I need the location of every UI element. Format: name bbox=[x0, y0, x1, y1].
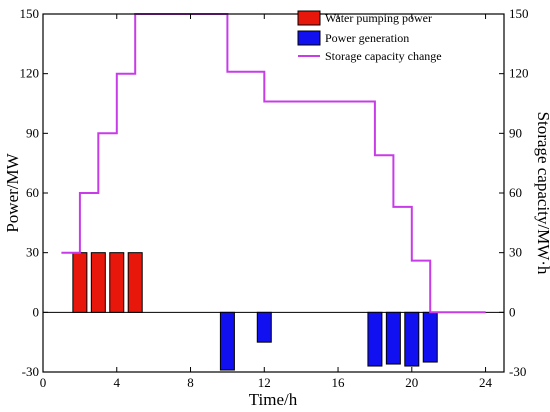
y-tick-label-left: 150 bbox=[20, 6, 40, 21]
bar-generation bbox=[422, 311, 438, 363]
x-tick-label: 16 bbox=[332, 375, 346, 390]
x-tick-label: 24 bbox=[479, 375, 493, 390]
bar-pumping bbox=[127, 252, 143, 313]
plot-area bbox=[43, 13, 504, 371]
x-tick-label: 8 bbox=[187, 375, 194, 390]
legend-label-generation: Power generation bbox=[325, 31, 409, 45]
bar-generation bbox=[404, 311, 420, 367]
bar-generation bbox=[219, 311, 235, 371]
bar-pumping bbox=[72, 252, 88, 313]
x-axis-label: Time/h bbox=[249, 390, 298, 409]
legend-label-pumping: Water pumping power bbox=[325, 11, 432, 25]
storage-capacity-line bbox=[61, 13, 486, 314]
y-tick-label-left: 60 bbox=[26, 185, 39, 200]
y-tick-label-left: -30 bbox=[22, 364, 39, 379]
y-tick-label-left: 120 bbox=[20, 66, 40, 81]
bar-generation bbox=[385, 311, 401, 365]
y-tick-label-right: 150 bbox=[509, 6, 529, 21]
y-tick-label-right: 30 bbox=[509, 245, 522, 260]
y-axis-left-label: Power/MW bbox=[3, 152, 22, 232]
y-tick-label-right: -30 bbox=[509, 364, 526, 379]
x-tick-label: 4 bbox=[114, 375, 121, 390]
bar-generation bbox=[256, 311, 272, 343]
y-tick-label-left: 0 bbox=[33, 304, 40, 319]
bar-pumping bbox=[90, 252, 106, 313]
bar-generation bbox=[367, 311, 383, 367]
x-tick-label: 12 bbox=[258, 375, 271, 390]
y-tick-label-left: 90 bbox=[26, 125, 39, 140]
legend: Water pumping power Power generation Sto… bbox=[297, 10, 442, 63]
x-tick-label: 20 bbox=[405, 375, 418, 390]
x-tick-label: 0 bbox=[40, 375, 47, 390]
y-tick-label-right: 60 bbox=[509, 185, 522, 200]
bar-pumping bbox=[109, 252, 125, 313]
legend-label-storage: Storage capacity change bbox=[325, 49, 442, 63]
y-tick-label-right: 0 bbox=[509, 304, 516, 319]
legend-swatch-pumping bbox=[297, 10, 321, 26]
y-tick-label-left: 30 bbox=[26, 245, 39, 260]
y-axis-right-label: Storage capacity/MW·h bbox=[534, 112, 550, 275]
y-tick-label-right: 120 bbox=[509, 66, 529, 81]
legend-swatch-generation bbox=[297, 30, 321, 46]
y-tick-label-right: 90 bbox=[509, 125, 522, 140]
